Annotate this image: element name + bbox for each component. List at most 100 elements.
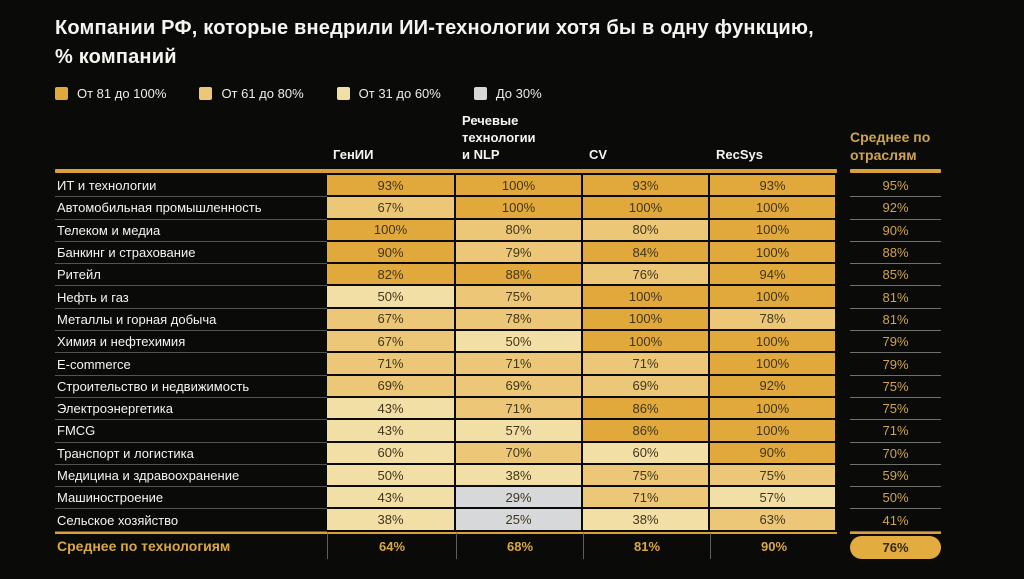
column-header-nlp: Речевые технологии и NLP [462,113,536,163]
heatmap-cell: 43% [327,487,456,510]
heatmap-cell: 100% [583,331,710,354]
heatmap-cell: 29% [456,487,583,510]
heatmap-cell: 90% [327,241,456,265]
industry-average-value: 59% [850,465,941,488]
heatmap-cell: 100% [710,286,837,309]
column-gap [837,375,850,398]
industry-average-value: 70% [850,443,941,465]
heatmap-cell: 50% [327,464,456,488]
heatmap-cell: 78% [456,308,583,332]
footer-average-cv: 81% [583,531,710,559]
footer-label: Среднее по технологиям [55,531,327,559]
heatmap-cell: 86% [583,397,710,421]
row-label: Металлы и горная добыча [55,309,327,332]
industry-average-value: 75% [850,398,941,421]
legend-item-0-30: До 30% [473,85,542,101]
industry-average-value: 92% [850,197,941,220]
heatmap-cell: 100% [710,397,837,421]
industry-average-value: 71% [850,420,941,443]
heatmap-cell: 79% [456,241,583,265]
footer-average-pill-wrap: 76% [850,531,941,560]
heatmap-cell: 71% [583,353,710,376]
heatmap-cell: 38% [583,509,710,532]
heatmap-cell: 86% [583,420,710,443]
heatmap-cell: 93% [710,175,837,198]
heatmap-cell: 57% [456,420,583,443]
heatmap-cell: 90% [710,442,837,465]
industry-average-value: 88% [850,242,941,265]
row-label: Автомобильная промышленность [55,197,327,220]
infographic-page: Компании РФ, которые внедрили ИИ-техноло… [55,14,996,560]
column-gap [837,353,850,376]
industry-average-value: 81% [850,286,941,309]
heatmap-cell: 69% [583,375,710,398]
heatmap-cell: 70% [456,442,583,465]
header-rule-main [55,169,837,173]
page-title-line1: Компании РФ, которые внедрили ИИ-техноло… [55,17,814,39]
heatmap-cell: 63% [710,509,837,532]
legend-label: От 31 до 60% [358,85,441,101]
column-gap [837,308,850,332]
row-label: Медицина и здравоохранение [55,465,327,488]
heatmap-cell: 38% [327,509,456,532]
heatmap-cell: 100% [710,331,837,354]
column-gap [837,175,850,198]
heatmap-cell: 94% [710,264,837,287]
row-label: Телеком и медиа [55,220,327,242]
industry-average-value: 41% [850,509,941,532]
heatmap-cell: 93% [583,175,710,198]
heatmap-cell: 71% [327,353,456,376]
table-footer: Среднее по технологиям 64% 68% 81% 90% 7… [55,531,941,560]
heatmap-cell: 100% [710,241,837,265]
header-rule [55,169,941,173]
heatmap-cell: 100% [583,308,710,332]
column-gap [837,509,850,532]
legend-label: От 81 до 100% [77,85,167,101]
heatmap-cell: 71% [456,353,583,376]
heatmap-cell: 88% [456,264,583,287]
column-header-cv: CV [589,147,608,163]
heatmap-cell: 84% [583,241,710,265]
column-header-industry-average: Среднее по отраслям [850,129,931,163]
heatmap-cell: 78% [710,308,837,332]
heatmap-cell: 80% [583,219,710,242]
heatmap-cell: 60% [583,442,710,465]
heatmap-cell: 100% [710,219,837,242]
legend-label: До 30% [495,85,542,101]
heatmap-cell: 69% [327,375,456,398]
heatmap-cell: 57% [710,487,837,510]
industry-average-value: 79% [850,331,941,354]
heatmap-cell: 92% [710,375,837,398]
heatmap-cell: 50% [456,331,583,354]
heatmap-cell: 43% [327,397,456,421]
heatmap-cell: 100% [583,286,710,309]
column-gap [837,487,850,510]
row-label: Электроэнергетика [55,398,327,421]
column-gap [837,397,850,421]
legend-swatch-61-80 [199,86,213,100]
row-label: FMCG [55,420,327,443]
footer-average-recsys: 90% [710,531,837,559]
heatmap-cell: 67% [327,197,456,220]
industry-average-value: 79% [850,353,941,376]
page-title: Компании РФ, которые внедрили ИИ-техноло… [55,14,996,72]
heatmap-cell: 50% [327,286,456,309]
heatmap-cell: 100% [710,420,837,443]
row-label: ИТ и технологии [55,175,327,198]
column-gap [837,464,850,488]
footer-gap [837,532,850,559]
industry-average-value: 85% [850,264,941,287]
heatmap-cell: 67% [327,331,456,354]
row-label: Химия и нефтехимия [55,331,327,354]
legend: От 81 до 100% От 61 до 80% От 31 до 60% … [55,85,996,101]
heatmap-cell: 75% [456,286,583,309]
heatmap-cell: 43% [327,420,456,443]
heatmap-table-body: ИТ и технологии 93% 100% 93% 93% 95% Автомобил… [55,175,941,532]
row-label: Нефть и газ [55,286,327,309]
legend-swatch-81-100 [55,86,68,100]
column-gap [837,286,850,309]
heatmap-cell: 76% [583,264,710,287]
heatmap-cell: 25% [456,509,583,532]
heatmap-cell: 100% [710,197,837,220]
column-gap [837,442,850,465]
